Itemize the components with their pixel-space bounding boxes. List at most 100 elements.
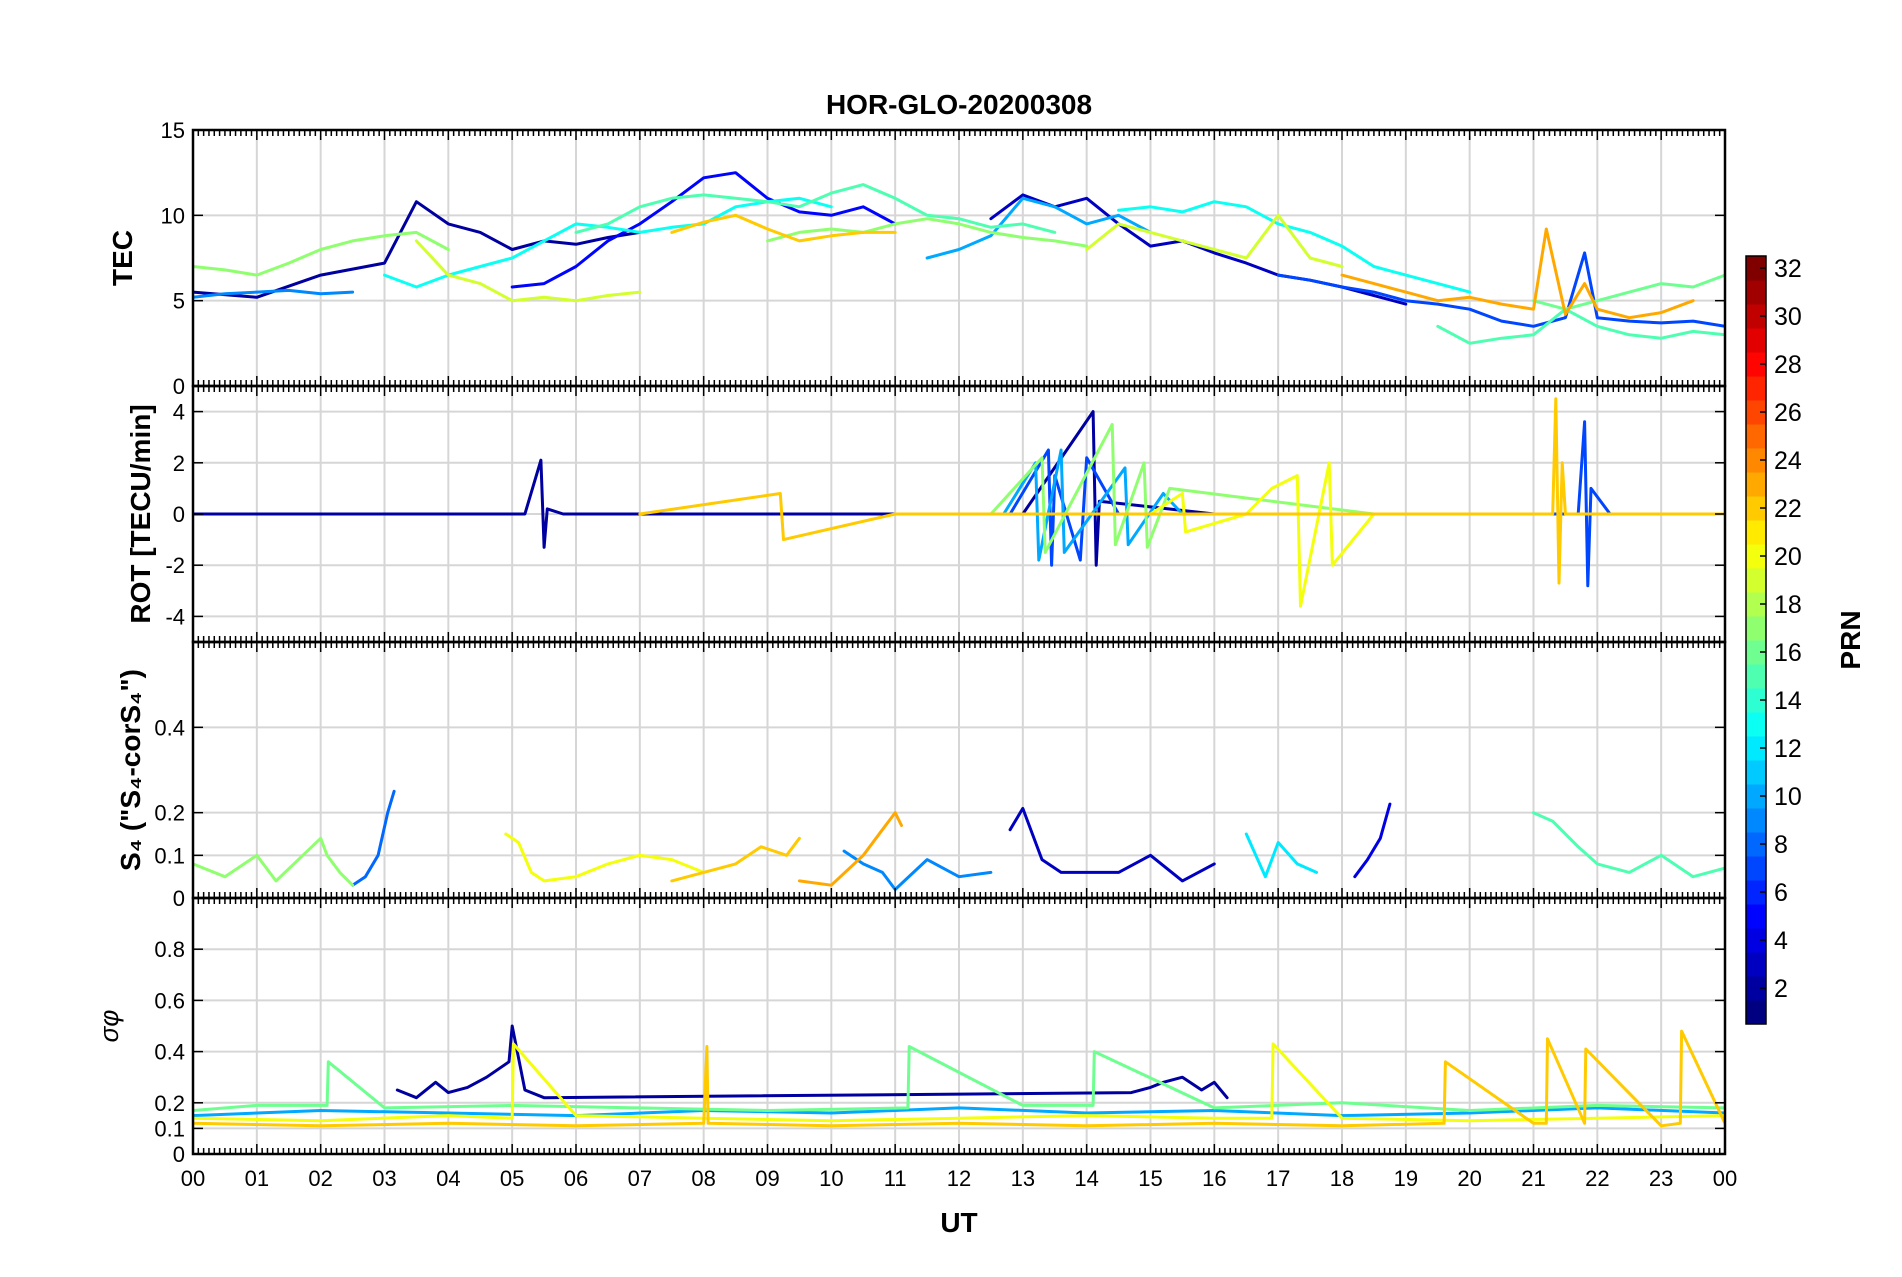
x-tick-label: 19 (1394, 1166, 1418, 1191)
colorbar-segment (1746, 448, 1766, 473)
tec-series-prn-5 (510, 171, 897, 289)
colorbar-segment (1746, 568, 1766, 593)
sigma-phi-series-prn-2 (395, 1024, 1229, 1100)
s4-y-tick-label: 0.1 (154, 843, 185, 868)
x-tick-label: 13 (1011, 1166, 1035, 1191)
colorbar-segment (1746, 976, 1766, 1001)
colorbar-segment (1746, 328, 1766, 353)
rot-y-tick-label: 0 (173, 502, 185, 527)
tec-series-prn-2 (193, 200, 642, 299)
sigma-phi-y-ticks: 00.10.2 0.4 0.6 0.8 (154, 937, 1725, 1167)
colorbar-tick-label: 18 (1774, 591, 1802, 619)
colorbar-segment (1746, 880, 1766, 905)
colorbar-segment (1746, 808, 1766, 833)
colorbar-tick-label: 26 (1774, 399, 1802, 427)
colorbar-label: PRN (1835, 610, 1866, 669)
colorbar-segment (1746, 304, 1766, 329)
colorbar-segment (1746, 904, 1766, 929)
sigma-phi-series-layer (193, 1024, 1725, 1128)
tec-series-prn-10 (925, 196, 1152, 260)
tec-series-layer (193, 171, 1725, 345)
x-axis-title: UT (940, 1207, 977, 1238)
sigma-phi-ylabel: σφ (94, 1010, 124, 1043)
colorbar-segment (1746, 520, 1766, 545)
sigma-phi-y-tick-label: 0.2 (154, 1091, 185, 1116)
s4-y-tick-label: 0.2 (154, 801, 185, 826)
sigma-phi-series-prn-10 (193, 1106, 1725, 1118)
s4-series-prn-23 (797, 811, 903, 887)
colorbar-segment (1746, 544, 1766, 569)
tec-series-prn-13 (1117, 200, 1472, 294)
s4-y-tick-label: 0 (173, 886, 185, 911)
tec-y-ticks: 0 5 10 15 (161, 118, 1725, 399)
tec-grid (192, 129, 1726, 387)
x-tick-label: 03 (372, 1166, 396, 1191)
x-tick-label: 00 (181, 1166, 205, 1191)
colorbar-tick-label: 4 (1774, 927, 1788, 955)
colorbar-segment (1746, 616, 1766, 641)
colorbar-tick-label: 22 (1774, 495, 1802, 523)
x-tick-label: 20 (1457, 1166, 1481, 1191)
x-tick-label: 04 (436, 1166, 460, 1191)
s4-series-prn-4 (1353, 802, 1392, 879)
tec-series-prn-19 (414, 239, 642, 303)
colorbar-segment (1746, 256, 1766, 281)
colorbar-segment (1746, 640, 1766, 665)
rot-y-tick-label: -4 (165, 604, 185, 629)
x-tick-label: 15 (1138, 1166, 1162, 1191)
chart-title: HOR-GLO-20200308 (826, 89, 1092, 120)
rot-y-tick-label: -2 (165, 553, 185, 578)
tec-y-tick-label: 0 (173, 374, 185, 399)
tec-y-tick-label: 5 (173, 289, 185, 314)
s4-ylabel: S₄ ("S₄-corS₄") (115, 669, 146, 871)
colorbar-segments (1746, 256, 1766, 1025)
rot-series-prn-20 (1149, 461, 1376, 608)
colorbar-segment (1746, 736, 1766, 761)
rot-series-prn-2 (193, 410, 1216, 567)
sigma-phi-series-prn-16 (193, 1045, 1725, 1112)
colorbar-tick-label: 30 (1774, 303, 1802, 331)
colorbar-tick-label: 28 (1774, 351, 1802, 379)
colorbar-tick-label: 24 (1774, 447, 1802, 475)
x-tick-label: 11 (884, 1166, 907, 1191)
colorbar-segment (1746, 400, 1766, 425)
tec-series-prn-23 (1340, 227, 1695, 320)
rot-y-ticks: -4 -2 0 2 4 (165, 400, 1725, 629)
colorbar-segment (1746, 664, 1766, 689)
rot-series-prn-10 (1002, 448, 1184, 562)
sigma-phi-series-prn-22 (193, 1029, 1725, 1128)
x-tick-label: 10 (819, 1166, 843, 1191)
colorbar-tick-label: 6 (1774, 879, 1788, 907)
colorbar-segment (1746, 1000, 1766, 1025)
colorbar-tick-label: 32 (1774, 255, 1802, 283)
tec-series-prn-9 (193, 288, 355, 299)
s4-series-prn-8 (351, 789, 396, 887)
colorbar-segment (1746, 832, 1766, 857)
colorbar-segment (1746, 592, 1766, 617)
tec-series-prn-17 (193, 230, 450, 277)
sigma-phi-series-prn-20 (193, 1042, 1725, 1123)
x-tick-label: 06 (564, 1166, 588, 1191)
panel-s4: 0 0.1 0.2 0.4 (154, 640, 1727, 911)
colorbar-segment (1746, 472, 1766, 497)
s4-series-layer (193, 789, 1725, 891)
sigma-phi-y-tick-label: 0.4 (154, 1040, 185, 1065)
colorbar-segment (1746, 952, 1766, 977)
colorbar-segment (1746, 928, 1766, 953)
tec-series-prn-22 (670, 213, 897, 243)
tec-series-prn-17 (766, 217, 1089, 248)
x-tick-label: 09 (755, 1166, 779, 1191)
x-tick-label: 01 (245, 1166, 269, 1191)
x-tick-label: 08 (691, 1166, 715, 1191)
x-tick-label: 00 (1713, 1166, 1737, 1191)
rot-ylabel: ROT [TECU/min] (125, 404, 156, 623)
x-tick-label: 14 (1074, 1166, 1098, 1191)
x-tick-label: 21 (1521, 1166, 1545, 1191)
sigma-phi-y-tick-label: 0.8 (154, 937, 185, 962)
panel-sigma-phi: 00.10.2 0.4 0.6 0.8 (154, 896, 1727, 1167)
rot-y-tick-label: 4 (173, 400, 185, 425)
x-tick-label: 12 (947, 1166, 971, 1191)
